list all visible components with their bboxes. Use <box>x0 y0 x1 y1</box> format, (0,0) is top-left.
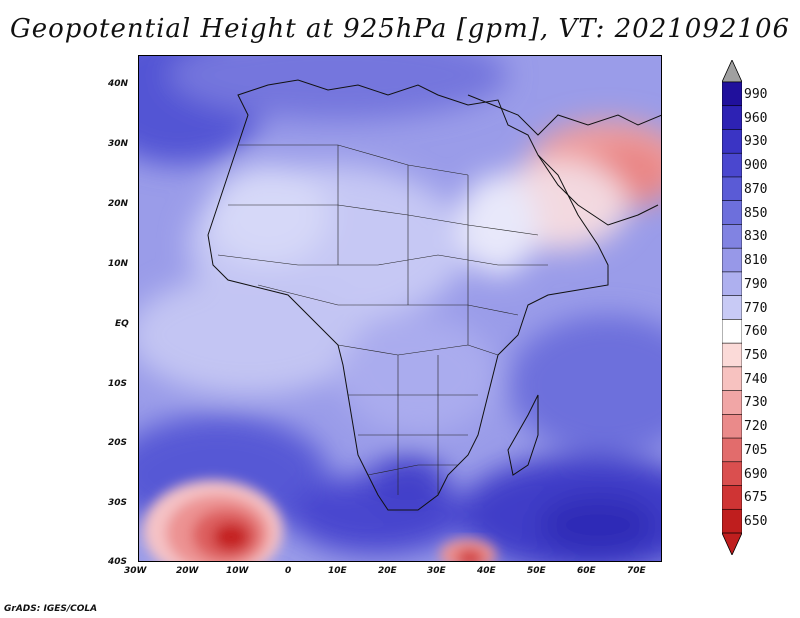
colorbar-label: 730 <box>744 395 768 411</box>
colorbar-swatch <box>722 81 742 107</box>
lon-label: 10E <box>328 566 347 576</box>
coastlines <box>207 79 662 511</box>
colorbar-label: 720 <box>744 419 768 435</box>
south-atlantic-low <box>143 480 283 562</box>
colorbar-swatch <box>722 176 742 202</box>
lon-label: 0 <box>285 566 292 576</box>
lon-label: 70E <box>627 566 646 576</box>
colorbar-label: 650 <box>744 514 768 530</box>
colorbar-label: 705 <box>744 442 768 458</box>
colorbar <box>722 60 742 555</box>
south-indian-low <box>440 539 496 562</box>
colorbar-label: 990 <box>744 86 768 102</box>
colorbar-swatch <box>722 200 742 226</box>
colorbar-label: 850 <box>744 205 768 221</box>
colorbar-label: 675 <box>744 490 768 506</box>
geopotential-map <box>138 55 662 562</box>
colorbar-swatch <box>722 461 742 487</box>
lon-label: 50E <box>527 566 546 576</box>
lat-label: 40S <box>108 557 128 567</box>
colorbar-swatch <box>722 485 742 511</box>
lon-label: 20E <box>378 566 397 576</box>
lat-label: 30N <box>108 139 129 149</box>
colorbar-swatch <box>722 319 742 344</box>
credit-text: GrADS: IGES/COLA <box>4 604 98 614</box>
colorbar-label: 830 <box>744 229 768 245</box>
plot-title: Geopotential Height at 925hPa [gpm], VT:… <box>9 14 791 44</box>
lon-label: 30W <box>124 566 147 576</box>
colorbar-swatch <box>722 105 742 131</box>
colorbar-label: 870 <box>744 181 768 197</box>
colorbar-label: 790 <box>744 276 768 292</box>
colorbar-label: 770 <box>744 300 768 316</box>
colorbar-label: 900 <box>744 158 768 174</box>
lon-label: 10W <box>226 566 249 576</box>
map-frame <box>138 55 662 562</box>
colorbar-swatch <box>722 414 742 439</box>
colorbar-swatch <box>722 437 742 463</box>
country-borders <box>217 144 548 495</box>
colorbar-swatch <box>722 295 742 321</box>
colorbar-bottom-arrow <box>722 532 742 555</box>
colorbar-label: 690 <box>744 466 768 482</box>
lon-label: 40E <box>477 566 496 576</box>
colorbar-swatch <box>722 508 742 534</box>
lon-label: 30E <box>427 566 446 576</box>
colorbar-swatch <box>722 152 742 178</box>
colorbar-label: 760 <box>744 324 768 340</box>
lat-label: 40N <box>108 79 129 89</box>
colorbar-swatch <box>722 247 742 273</box>
lon-label: 60E <box>577 566 596 576</box>
colorbar-swatch <box>722 390 742 416</box>
height-field <box>138 55 662 562</box>
colorbar-label: 750 <box>744 347 768 363</box>
colorbar-swatch <box>722 366 742 392</box>
colorbar-label: 930 <box>744 134 768 150</box>
colorbar-swatch <box>722 129 742 155</box>
colorbar-swatch <box>722 342 742 368</box>
lon-label: 20W <box>176 566 199 576</box>
colorbar-label: 810 <box>744 253 768 269</box>
colorbar-label: 740 <box>744 371 768 387</box>
colorbar-swatch <box>722 271 742 297</box>
lat-label: 10S <box>108 379 128 389</box>
colorbar-top-arrow <box>722 60 742 83</box>
colorbar-label: 960 <box>744 110 768 126</box>
colorbar-swatch <box>722 224 742 249</box>
lat-label: 30S <box>108 498 128 508</box>
lat-label: EQ <box>115 319 129 329</box>
lat-label: 20N <box>108 199 129 209</box>
lat-label: 20S <box>108 438 128 448</box>
lat-label: 10N <box>108 259 129 269</box>
